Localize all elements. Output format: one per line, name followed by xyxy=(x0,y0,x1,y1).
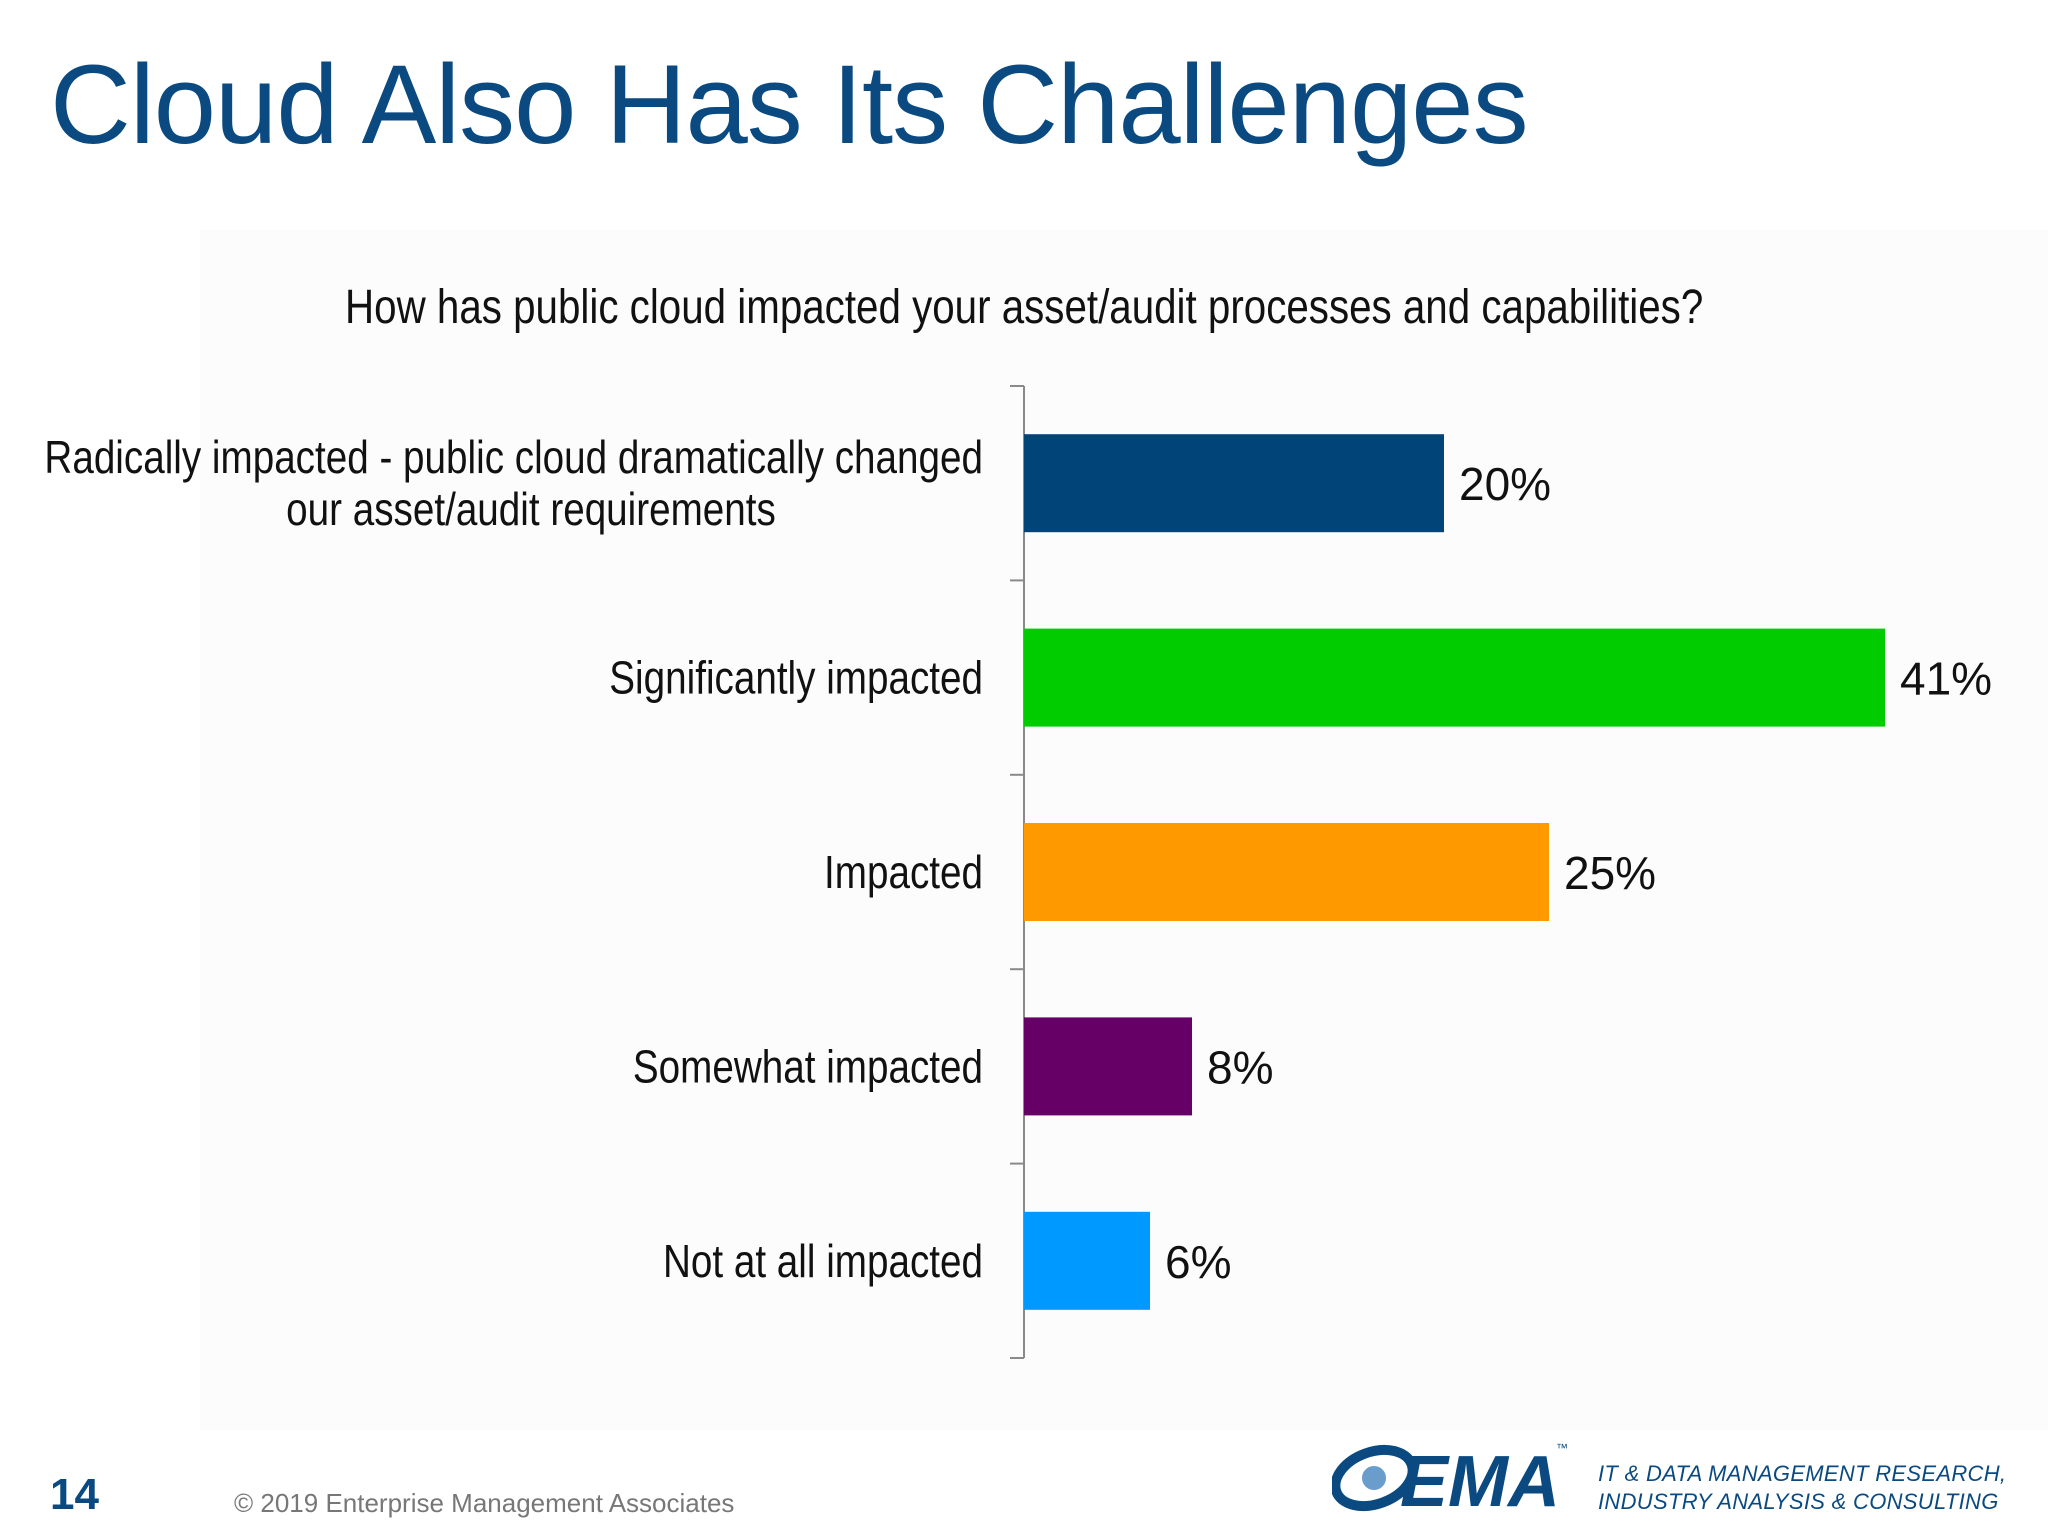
bar xyxy=(1024,1017,1192,1116)
brand-tagline: IT & DATA MANAGEMENT RESEARCH, INDUSTRY … xyxy=(1598,1460,2006,1516)
logo-text: EMA xyxy=(1400,1442,1560,1518)
bar xyxy=(1024,628,1885,727)
logo-swoosh-icon xyxy=(1332,1444,1418,1512)
logo-trademark: ™ xyxy=(1556,1441,1568,1455)
category-label: our asset/audit requirements xyxy=(286,483,776,535)
category-label: Radically impacted - public cloud dramat… xyxy=(44,431,983,483)
category-label: Somewhat impacted xyxy=(633,1040,983,1092)
category-label: Significantly impacted xyxy=(609,652,983,704)
bar xyxy=(1024,1211,1150,1310)
slide-title: Cloud Also Has Its Challenges xyxy=(50,42,1529,167)
data-label: 41% xyxy=(1900,653,1992,705)
category-label: Impacted xyxy=(824,846,983,898)
tagline-line-1: IT & DATA MANAGEMENT RESEARCH, xyxy=(1598,1461,2007,1486)
bar xyxy=(1024,823,1549,921)
data-label: 8% xyxy=(1207,1041,1273,1093)
ema-logo: EMA ™ xyxy=(1332,1441,1568,1518)
tagline-line-2: INDUSTRY ANALYSIS & CONSULTING xyxy=(1598,1489,1999,1514)
data-label: 25% xyxy=(1564,847,1656,899)
data-label: 6% xyxy=(1165,1236,1231,1288)
chart-title: How has public cloud impacted your asset… xyxy=(345,281,1704,334)
copyright-text: © 2019 Enterprise Management Associates xyxy=(234,1488,735,1518)
page-number: 14 xyxy=(50,1470,99,1519)
category-label: Not at all impacted xyxy=(663,1235,983,1287)
bar xyxy=(1024,434,1444,533)
data-label: 20% xyxy=(1459,458,1551,510)
